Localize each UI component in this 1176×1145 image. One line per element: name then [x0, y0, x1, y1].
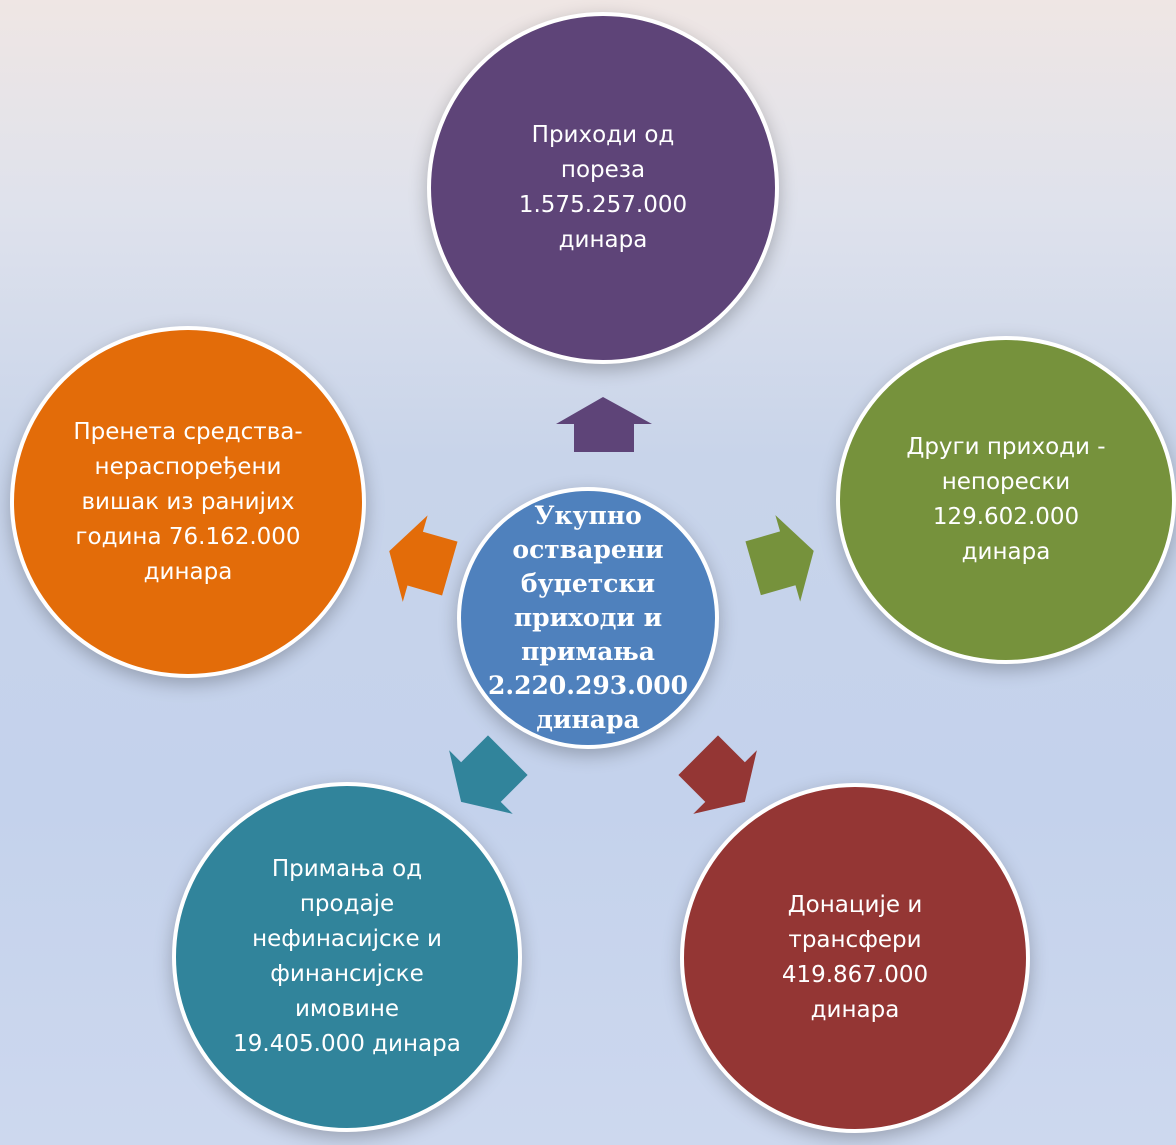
arrow-to-left — [389, 515, 458, 602]
arrow-to-top — [556, 397, 652, 452]
node-carried-surplus-label: Пренета средства- нераспоређени вишак из… — [73, 418, 303, 585]
node-total-revenue: Укупно остварени буџетски приходи и прим… — [457, 487, 719, 749]
arrow-to-bottom-left — [449, 735, 528, 814]
node-asset-sales: Примања од продаје нефинасијске и финанс… — [172, 782, 522, 1132]
arrow-to-right — [745, 515, 814, 602]
node-donations-transfers-label: Донације и трансфери 419.867.000 динара — [781, 892, 929, 1023]
node-asset-sales-label: Примања од продаје нефинасијске и финанс… — [233, 856, 461, 1057]
node-carried-surplus: Пренета средства- нераспоређени вишак из… — [10, 326, 366, 678]
node-donations-transfers: Донације и трансфери 419.867.000 динара — [680, 783, 1030, 1133]
node-total-revenue-label: Укупно остварени буџетски приходи и прим… — [487, 501, 689, 734]
arrow-to-bottom-right — [678, 735, 757, 814]
node-tax-revenue-label: Приходи од пореза 1.575.257.000 динара — [518, 122, 688, 253]
node-tax-revenue: Приходи од пореза 1.575.257.000 динара — [427, 12, 779, 364]
node-other-revenue-label: Други приходи - непорески 129.602.000 ди… — [906, 434, 1106, 565]
node-other-revenue: Други приходи - непорески 129.602.000 ди… — [836, 336, 1176, 664]
